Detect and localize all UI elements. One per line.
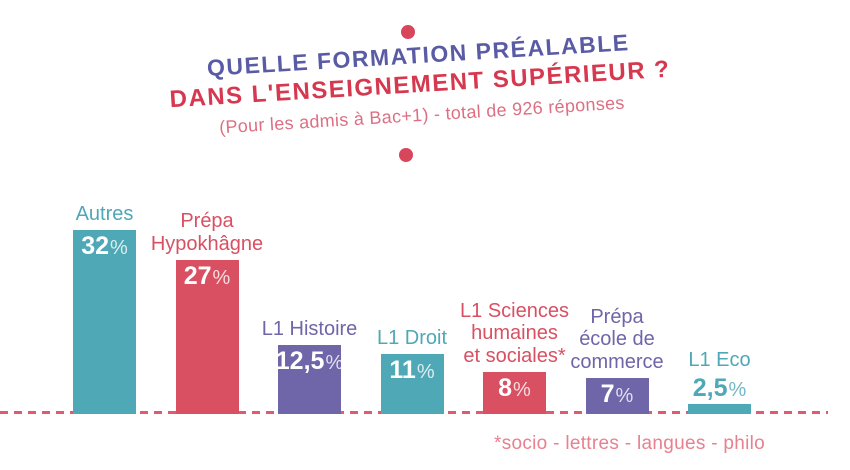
bar-value: 32% — [81, 232, 128, 260]
percent-sign: % — [110, 237, 128, 259]
chart-header: QUELLE FORMATION PRÉALABLE DANS L'ENSEIG… — [138, 25, 702, 143]
bar: 32% — [73, 230, 136, 414]
bar — [688, 404, 751, 414]
bar-column-4: L1 Sciences humaines et sociales* 8% — [460, 300, 569, 414]
bar: 12,5% — [275, 345, 344, 414]
bar-value: 8% — [498, 374, 531, 402]
bar-column-3: L1 Droit 11% — [377, 327, 447, 414]
bar-column-5: Prépa école de commerce 7% — [570, 306, 664, 414]
bar: 8% — [483, 372, 546, 414]
title-bottom-dot-icon — [399, 148, 413, 162]
bar-column-2: L1 Histoire 12,5% — [262, 318, 357, 414]
bar-value: 7% — [600, 380, 634, 408]
bar: 7% — [585, 378, 649, 414]
title-top-dot-icon — [401, 25, 415, 39]
bar-value: 27% — [183, 262, 231, 290]
bar-category-label: Prépa école de commerce — [570, 305, 664, 373]
percent-sign: % — [212, 267, 231, 289]
bar-category-label: L1 Droit — [376, 326, 448, 349]
bar-category-label: L1 Eco — [688, 348, 751, 371]
percent-sign: % — [615, 385, 634, 407]
percent-sign: % — [416, 361, 435, 383]
bar-category-label: Prépa Hypokhâgne — [150, 210, 264, 255]
bar-category-label: Autres — [75, 202, 134, 225]
bar-category-label: L1 Sciences humaines et sociales* — [460, 299, 569, 367]
bar: 11% — [380, 354, 444, 414]
percent-sign: % — [513, 379, 531, 401]
bar-column-6: L1 Eco 2,5% — [688, 349, 751, 414]
bar-column-0: Autres 32% — [73, 203, 136, 414]
bar-column-1: Prépa Hypokhâgne 27% — [151, 210, 263, 414]
percent-sign: % — [728, 379, 747, 401]
bar-category-label: L1 Histoire — [261, 317, 358, 340]
percent-sign: % — [325, 352, 344, 374]
bar-chart: Autres 32% Prépa Hypokhâgne 27% L1 Histoire 12… — [0, 178, 850, 414]
bar: 27% — [175, 260, 239, 414]
bar-value: 2,5% — [692, 374, 747, 402]
bar-value: 12,5% — [275, 347, 344, 375]
chart-footnote: *socio - lettres - langues - philo — [494, 433, 766, 454]
bar-value: 11% — [389, 356, 435, 384]
